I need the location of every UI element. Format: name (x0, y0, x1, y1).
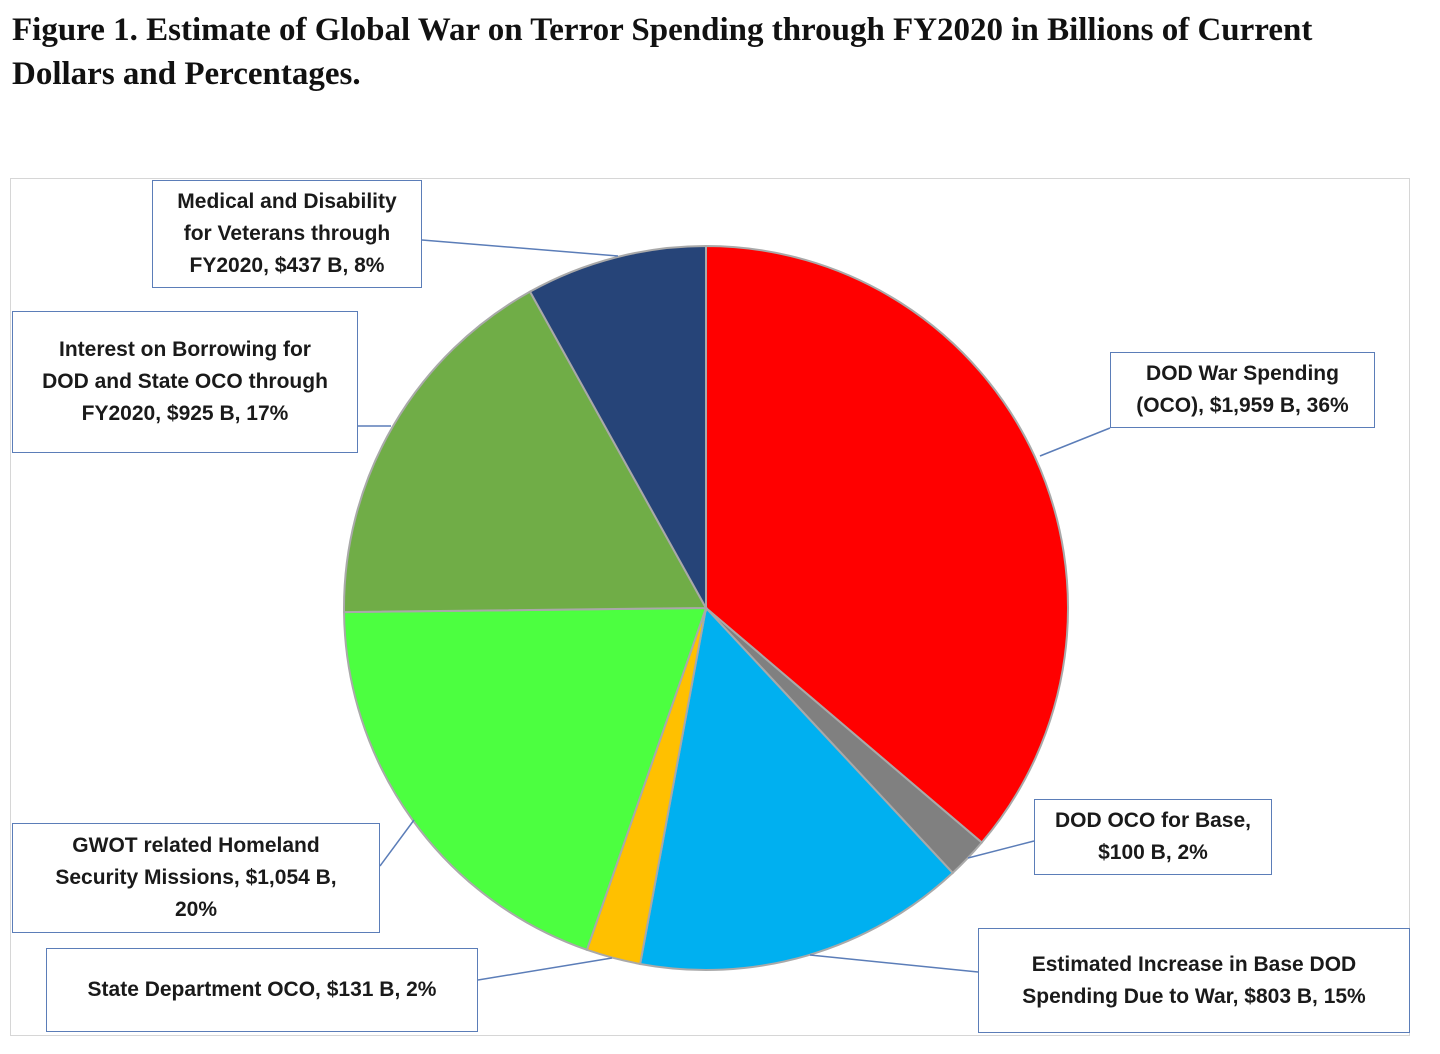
data-label-line: Interest on Borrowing for (58, 338, 311, 361)
chart-frame (10, 178, 1410, 1036)
data-label-line: FY2020, $437 B, 8% (189, 254, 385, 277)
data-label-line: Security Missions, $1,054 B, (55, 866, 337, 889)
data-label-line: $100 B, 2% (1098, 841, 1208, 864)
data-label-line: 20% (174, 898, 217, 921)
pie-slice-dod-war-spending-oco (705, 244, 1069, 844)
data-label-callout: Medical and Disability for Veterans throu… (152, 180, 422, 288)
data-label-callout: GWOT related Homeland Security Missions, … (12, 823, 380, 933)
data-label-callout: DOD OCO for Base, $100 B, 2% (1034, 799, 1272, 875)
data-label-callout: State Department OCO, $131 B, 2% (46, 948, 478, 1032)
pie-slice-medical-and-disability-for-veterans-through-fy2020 (528, 244, 707, 612)
leader-line (1039, 427, 1111, 457)
figure-title: Figure 1. Estimate of Global War on Terr… (12, 12, 1313, 92)
leader-line (379, 819, 415, 867)
leader-line (421, 239, 619, 257)
leader-line (967, 840, 1035, 859)
data-label-line: Medical and Disability (177, 190, 397, 213)
data-label-line: (OCO), $1,959 B, 36% (1136, 394, 1349, 417)
leader-line (477, 957, 613, 981)
data-label-line: DOD OCO for Base, (1054, 809, 1252, 832)
data-label-line: Spending Due to War, $803 B, 15% (1022, 984, 1366, 1008)
data-label-line: DOD and State OCO through (42, 370, 328, 393)
data-label-line: GWOT related Homeland (72, 834, 320, 857)
data-label-callout: DOD War Spending (OCO), $1,959 B, 36% (1110, 352, 1375, 428)
data-label-line: DOD War Spending (1146, 362, 1339, 385)
data-label-line: State Department OCO, $131 B, 2% (87, 978, 437, 1001)
data-label-callout: Estimated Increase in Base DOD Spending D… (978, 928, 1410, 1033)
pie-slice-gwot-related-homeland-security-missions (343, 606, 708, 952)
data-label-line: FY2020, $925 B, 17% (81, 402, 289, 425)
pie-slice-estimated-increase-in-base-dod-spending-due-to-war (638, 605, 955, 971)
data-label-line: for Veterans through (183, 222, 391, 245)
data-label-callout: Interest on Borrowing for DOD and State O… (12, 311, 358, 453)
data-label-line: Estimated Increase in Base DOD (1031, 952, 1357, 976)
pie-slice-interest-on-borrowing-for-dod-and-state-oco-through-fy2020 (343, 290, 708, 614)
leader-line (809, 954, 979, 973)
